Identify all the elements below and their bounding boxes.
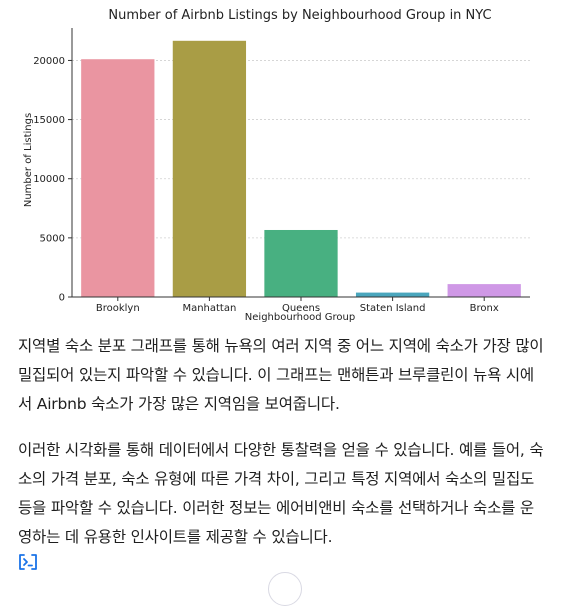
scroll-down-button[interactable]	[268, 572, 302, 606]
bar-staten-island	[355, 292, 430, 297]
x-tick-label: Manhattan	[182, 303, 236, 314]
y-axis-label: Number of Listings	[23, 113, 34, 207]
y-axis-ticks: 0 5000 10000 15000 20000	[33, 56, 72, 304]
bar-queens	[264, 229, 338, 297]
bar-bronx	[447, 284, 521, 297]
chart-explanation-paragraph: 지역별 숙소 분포 그래프를 통해 뉴욕의 여러 지역 중 어느 지역에 숙소가…	[18, 337, 544, 413]
x-tick-label: Queens	[282, 303, 320, 314]
x-tick-label: Bronx	[470, 303, 499, 314]
insight-paragraph: 이러한 시각화를 통해 데이터에서 다양한 통찰력을 얻을 수 있습니다. 예를…	[18, 441, 544, 546]
chart-title: Number of Airbnb Listings by Neighbourho…	[108, 8, 491, 23]
bar-manhattan	[172, 40, 247, 297]
y-tick-label: 15000	[33, 115, 65, 126]
y-tick-label: 10000	[33, 174, 65, 185]
y-tick-label: 0	[59, 293, 65, 304]
bar-chart: Number of Airbnb Listings by Neighbourho…	[23, 8, 530, 323]
bars	[81, 40, 521, 297]
x-tick-label: Brooklyn	[96, 303, 140, 314]
x-axis-label: Neighbourhood Group	[245, 312, 355, 323]
bar-brooklyn	[81, 59, 155, 297]
x-tick-label: Staten Island	[360, 303, 426, 314]
y-tick-label: 5000	[40, 233, 65, 244]
x-axis-ticks: Brooklyn Manhattan Queens Staten Island Bron…	[96, 297, 499, 314]
y-tick-label: 20000	[33, 56, 65, 67]
code-interpreter-icon[interactable]	[18, 553, 38, 571]
